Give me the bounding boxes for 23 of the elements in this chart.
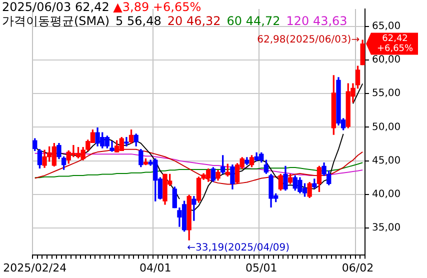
chart-subtitle: ▲3,89 +6,65% xyxy=(113,0,202,14)
text: 20 46,32 xyxy=(167,14,221,28)
text: 62,42 +6,65% xyxy=(376,34,414,54)
legend-title: 가격이동평균(SMA) xyxy=(2,14,110,28)
text: 60 44,72 xyxy=(226,14,280,28)
y-tick-label: 35,00 xyxy=(372,222,401,234)
x-tick-label: 05/01 xyxy=(246,261,278,274)
y-tick-label: 45,00 xyxy=(372,155,401,166)
annotation: ←33,19(2025/04/09) xyxy=(187,242,290,254)
text: 5 56,48 xyxy=(116,14,162,28)
y-tick-label: 55,00 xyxy=(372,88,401,100)
y-tick-label: 60,00 xyxy=(372,54,401,66)
y-tick-label: 65,00 xyxy=(372,21,401,32)
candlestick xyxy=(192,196,196,221)
y-tick-label: 40,00 xyxy=(372,188,401,200)
y-tick-label: 50,00 xyxy=(372,122,401,133)
annotation: 62,98(2025/06/03)→ xyxy=(257,34,360,46)
chart-title: 2025/06/03 62,42 xyxy=(2,0,110,14)
x-tick-label: 06/02 xyxy=(342,261,374,274)
text: 120 43,63 xyxy=(286,14,348,28)
x-tick-label: 04/01 xyxy=(140,261,172,274)
x-tick-label: 2025/02/24 xyxy=(3,261,67,274)
candlestick xyxy=(124,136,129,146)
